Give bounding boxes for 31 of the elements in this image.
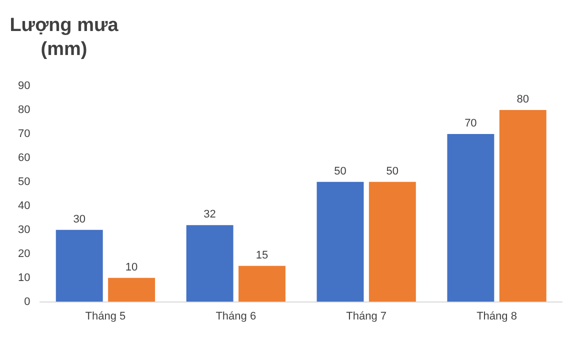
- bar: [108, 278, 156, 302]
- data-label: 50: [334, 165, 346, 178]
- bar: [56, 230, 103, 302]
- data-label: 32: [204, 208, 216, 221]
- bar: [499, 110, 546, 302]
- y-axis-title: Lượng mưa (mm): [8, 14, 120, 62]
- bar: [238, 266, 286, 302]
- bar: [316, 182, 364, 302]
- y-tick-label: 0: [24, 296, 30, 308]
- y-tick-label: 10: [18, 272, 30, 284]
- y-tick-label: 70: [18, 128, 30, 140]
- x-tick-label: Tháng 8: [476, 310, 517, 322]
- x-tick-label: Tháng 7: [346, 310, 387, 322]
- data-label: 80: [516, 94, 529, 106]
- y-tick-label: 60: [18, 152, 30, 164]
- bar: [447, 134, 494, 302]
- y-tick-label: 20: [18, 248, 30, 260]
- y-tick-label: 80: [18, 104, 30, 116]
- data-label: 10: [125, 261, 138, 274]
- y-tick-label: 30: [18, 224, 30, 236]
- x-tick-label: Tháng 6: [216, 310, 256, 322]
- x-tick-label: Tháng 5: [85, 310, 126, 322]
- data-label: 50: [386, 165, 399, 178]
- data-label: 30: [73, 213, 86, 226]
- data-label: 15: [256, 249, 268, 262]
- y-tick-label: 90: [18, 80, 30, 92]
- y-tick-label: 40: [18, 200, 30, 212]
- bar: [186, 225, 234, 302]
- bar: [368, 182, 416, 302]
- y-tick-label: 50: [18, 176, 30, 188]
- data-label: 70: [464, 117, 477, 130]
